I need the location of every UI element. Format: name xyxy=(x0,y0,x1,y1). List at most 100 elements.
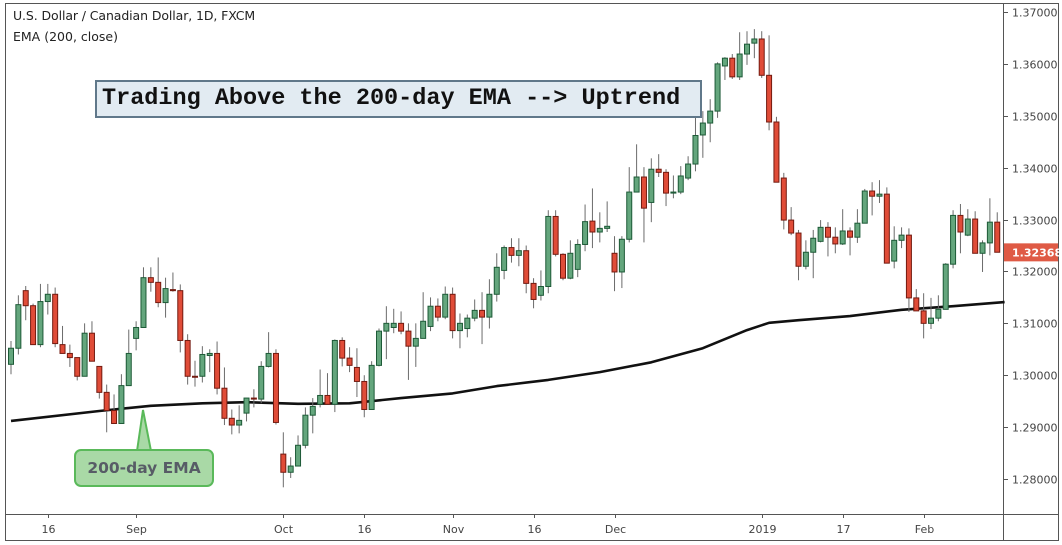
candle-up xyxy=(81,323,88,377)
candle-body xyxy=(957,214,964,233)
symbol-title[interactable]: U.S. Dollar / Canadian Dollar, 1D, FXCM xyxy=(13,8,256,23)
candle-up xyxy=(736,32,743,80)
candle-body xyxy=(214,352,221,389)
candle-body xyxy=(898,234,905,241)
candle-body xyxy=(648,168,655,203)
candle-down xyxy=(405,323,412,380)
candle-up xyxy=(456,313,463,349)
candle-down xyxy=(883,187,890,264)
candle-up xyxy=(302,407,309,449)
time-tick-label: 2019 xyxy=(749,523,777,536)
candle-down xyxy=(824,222,831,257)
time-axis[interactable]: 16 Sep Oct 16 Nov 16 Dec 2019 17 Feb xyxy=(42,514,935,536)
candle-down xyxy=(589,188,596,249)
candle-up xyxy=(677,166,684,195)
candle-body xyxy=(486,293,493,318)
last-price-badge xyxy=(1004,243,1058,262)
candle-body xyxy=(111,410,118,424)
candle-down xyxy=(22,285,29,321)
candle-down xyxy=(272,349,279,425)
candle-body xyxy=(685,163,692,179)
candle-up xyxy=(582,204,589,252)
callout-pointer xyxy=(135,409,153,452)
candle-body xyxy=(552,215,559,255)
candle-body xyxy=(920,310,927,324)
candle-body xyxy=(824,226,831,238)
chart-border xyxy=(5,3,1059,541)
candle-down xyxy=(103,384,110,433)
candle-down xyxy=(479,292,486,345)
candle-body xyxy=(383,322,390,332)
candle-body xyxy=(810,237,817,253)
candle-body xyxy=(493,266,500,295)
candle-down xyxy=(766,35,773,131)
candle-body xyxy=(780,177,787,221)
candle-body xyxy=(52,293,59,345)
candle-up xyxy=(383,306,390,360)
candle-body xyxy=(795,232,802,267)
candle-up xyxy=(950,210,957,269)
candle-down xyxy=(994,212,1001,253)
candle-down xyxy=(214,341,221,395)
candle-body xyxy=(221,387,228,419)
candle-down xyxy=(957,203,964,254)
candle-body xyxy=(640,176,647,209)
candle-up xyxy=(118,374,125,424)
candle-down xyxy=(655,154,662,178)
candle-body xyxy=(140,277,147,328)
time-tick-label: Nov xyxy=(443,523,465,536)
candle-down xyxy=(228,409,235,435)
candle-up xyxy=(125,329,132,387)
candle-body xyxy=(133,326,140,339)
candle-body xyxy=(847,230,854,238)
candle-up xyxy=(162,277,169,318)
candle-down xyxy=(508,238,515,263)
candle-up xyxy=(493,253,500,302)
price-tick-label: 1.30000 xyxy=(1012,370,1058,383)
candle-up xyxy=(839,209,846,245)
candle-up xyxy=(633,144,640,193)
time-tick-label: Oct xyxy=(274,523,294,536)
candle-up xyxy=(44,283,51,315)
candle-body xyxy=(280,453,287,473)
candle-up xyxy=(317,369,324,408)
candle-body xyxy=(537,285,544,296)
candle-down xyxy=(111,394,118,424)
candle-up xyxy=(567,240,574,280)
candle-body xyxy=(302,414,309,446)
candle-body xyxy=(876,193,883,197)
candle-down xyxy=(560,253,566,281)
candle-up xyxy=(287,457,294,478)
candle-down xyxy=(449,287,456,339)
candle-down xyxy=(640,167,647,243)
candle-body xyxy=(192,375,198,378)
candle-body xyxy=(125,352,132,387)
candle-body xyxy=(655,168,662,173)
candle-body xyxy=(331,339,338,405)
candle-up xyxy=(258,361,265,404)
candle-body xyxy=(515,250,522,256)
candle-body xyxy=(412,337,419,347)
candle-body xyxy=(964,218,971,236)
candle-down xyxy=(96,365,103,399)
ema-line xyxy=(10,300,1005,423)
candle-body xyxy=(295,444,302,467)
price-axis[interactable]: 1.28000 1.29000 1.30000 1.31000 1.32000 1.330… xyxy=(1003,7,1058,487)
candle-up xyxy=(854,209,861,243)
candle-body xyxy=(162,288,169,304)
candle-body xyxy=(663,171,670,194)
candle-body xyxy=(96,365,103,393)
candle-up xyxy=(928,297,934,330)
candle-down xyxy=(611,236,618,292)
candle-body xyxy=(766,74,773,123)
candle-body xyxy=(972,218,979,254)
candle-body xyxy=(714,63,721,112)
candle-body xyxy=(773,121,780,183)
candle-body xyxy=(398,322,405,332)
indicator-legend[interactable]: EMA (200, close) xyxy=(13,29,118,44)
candle-body xyxy=(287,465,294,473)
candle-body xyxy=(405,330,412,347)
candle-body xyxy=(147,277,154,283)
price-tick-label: 1.31000 xyxy=(1012,318,1058,331)
